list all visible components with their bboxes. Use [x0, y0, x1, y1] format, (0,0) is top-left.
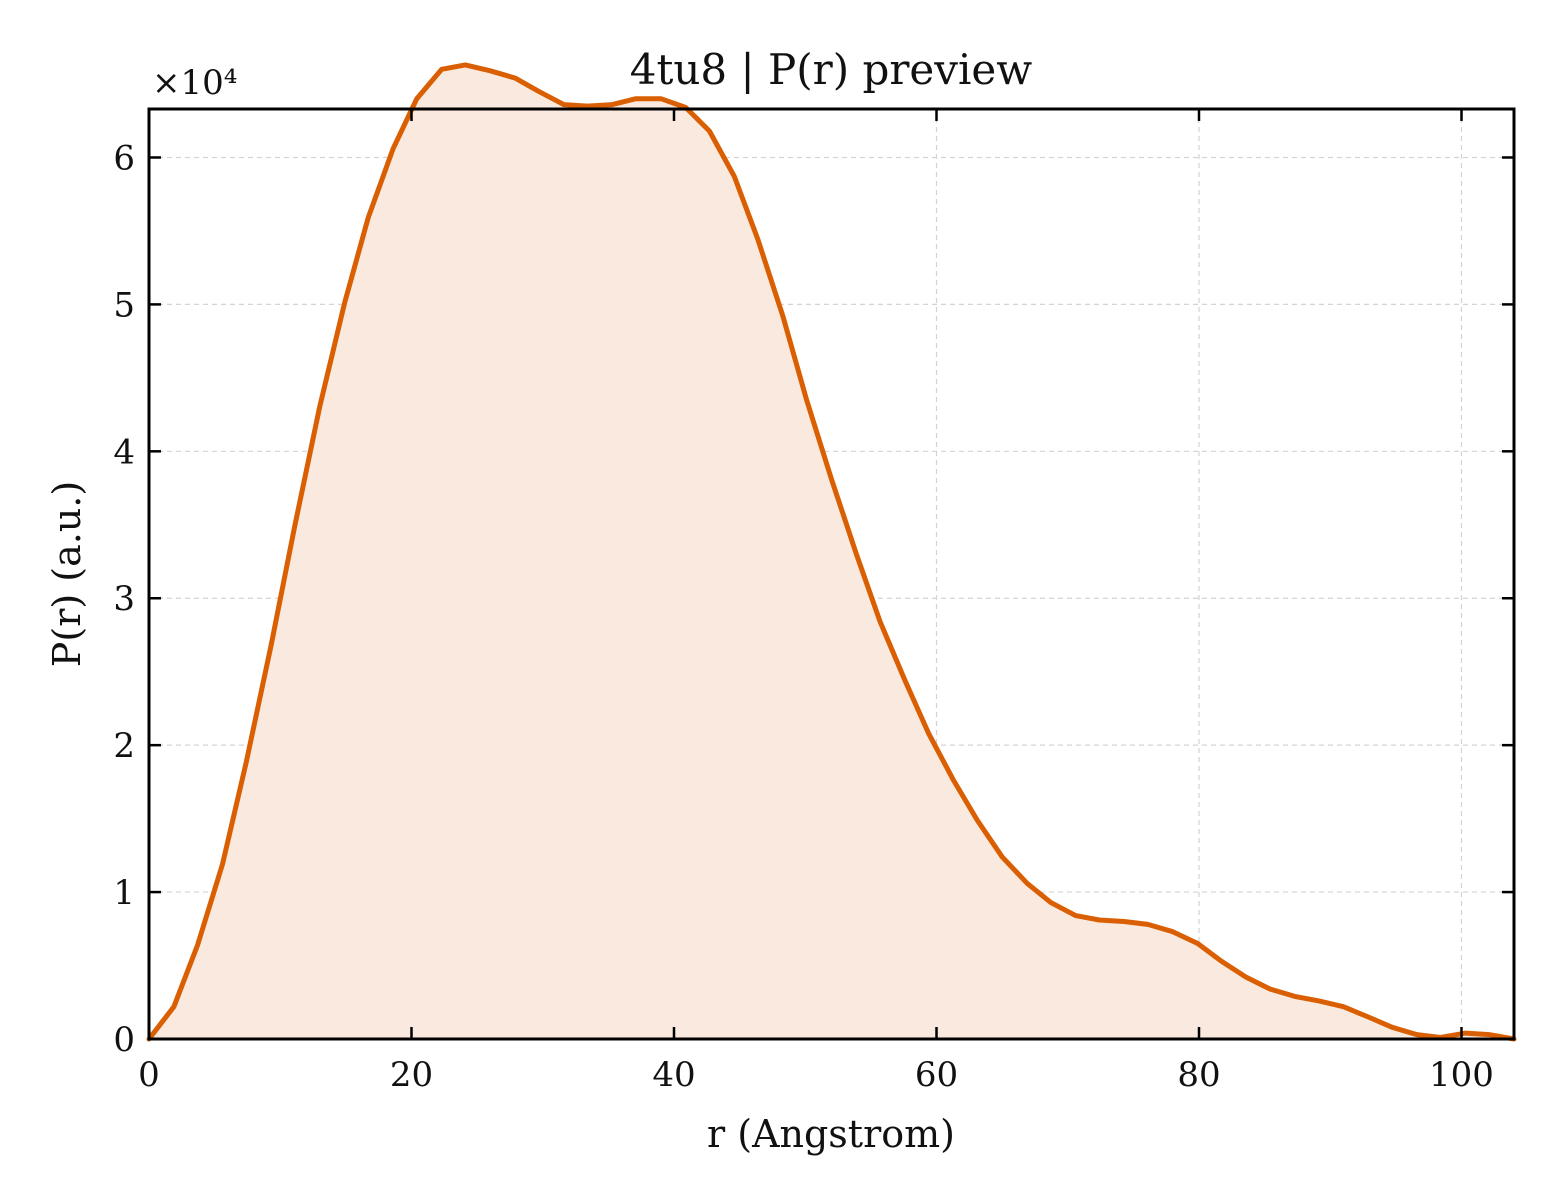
- x-tick-label: 60: [915, 1055, 958, 1095]
- series-line: [146, 62, 1517, 1042]
- y-axis-multiplier: ×10⁴: [152, 63, 237, 103]
- y-tick-label: 3: [113, 579, 135, 619]
- y-tick-label: 0: [113, 1020, 135, 1060]
- x-tick-label: 20: [390, 1055, 433, 1095]
- x-tick-label: 100: [1429, 1055, 1494, 1095]
- x-tick-label: 40: [652, 1055, 695, 1095]
- y-tick-label: 2: [113, 726, 135, 766]
- y-tick-label: 5: [113, 285, 135, 325]
- x-axis-label: r (Angstrom): [707, 1112, 955, 1156]
- y-tick-label: 1: [113, 873, 135, 913]
- x-tick-label: 0: [138, 1055, 160, 1095]
- y-tick-label: 6: [113, 138, 135, 178]
- x-tick-label: 80: [1177, 1055, 1220, 1095]
- y-tick-label: 4: [113, 432, 135, 472]
- chart-title: 4tu8 | P(r) preview: [630, 45, 1033, 94]
- plot-frame: [147, 107, 1516, 1041]
- area-fill: [149, 64, 1514, 1039]
- tick-labels: 0 20 40 60 80 100 0 1 2 3 4 5 6: [113, 138, 1494, 1095]
- y-axis-label: P(r) (a.u.): [45, 481, 89, 667]
